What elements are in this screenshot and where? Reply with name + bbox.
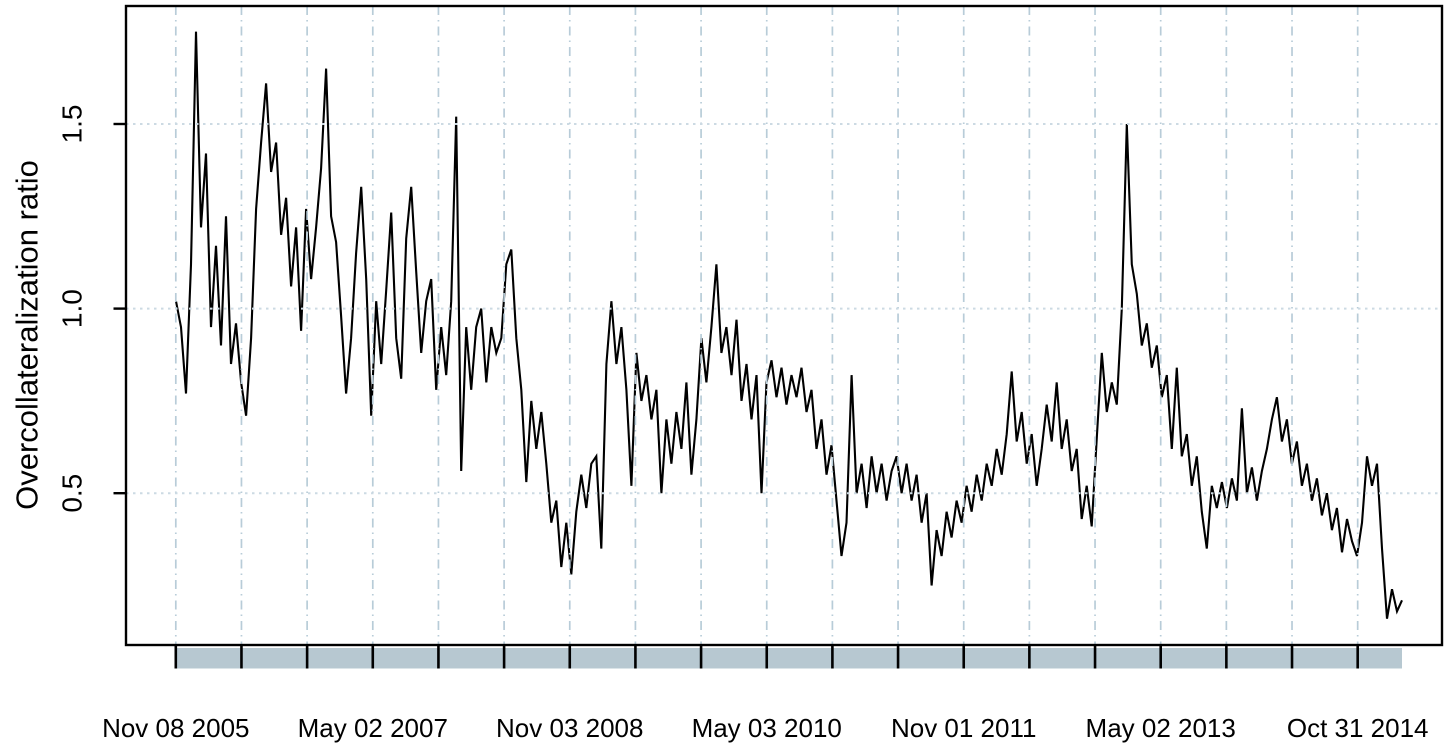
plot-border	[124, 4, 1444, 647]
x-axis-label: May 02 2013	[1086, 713, 1236, 743]
x-axis-ticks	[174, 646, 1359, 669]
x-axis-label: May 02 2007	[298, 713, 448, 743]
y-tick-label: 0.5	[57, 474, 88, 513]
y-tick-label: 1.0	[57, 289, 88, 328]
x-axis-label: Nov 03 2008	[496, 713, 643, 743]
x-gridlines	[174, 6, 1359, 645]
x-axis-label: Nov 08 2005	[102, 713, 249, 743]
y-axis-ticks	[113, 122, 126, 495]
y-axis-title: Overcollateralization ratio	[10, 160, 45, 510]
y-gridlines	[126, 123, 1442, 495]
y-tick-label: 1.5	[57, 105, 88, 144]
series-line	[174, 31, 1403, 619]
x-axis-label: Oct 31 2014	[1287, 713, 1429, 743]
x-axis-label: May 03 2010	[692, 713, 842, 743]
x-axis-band	[176, 648, 1402, 669]
x-axis-label: Nov 01 2011	[891, 713, 1037, 743]
